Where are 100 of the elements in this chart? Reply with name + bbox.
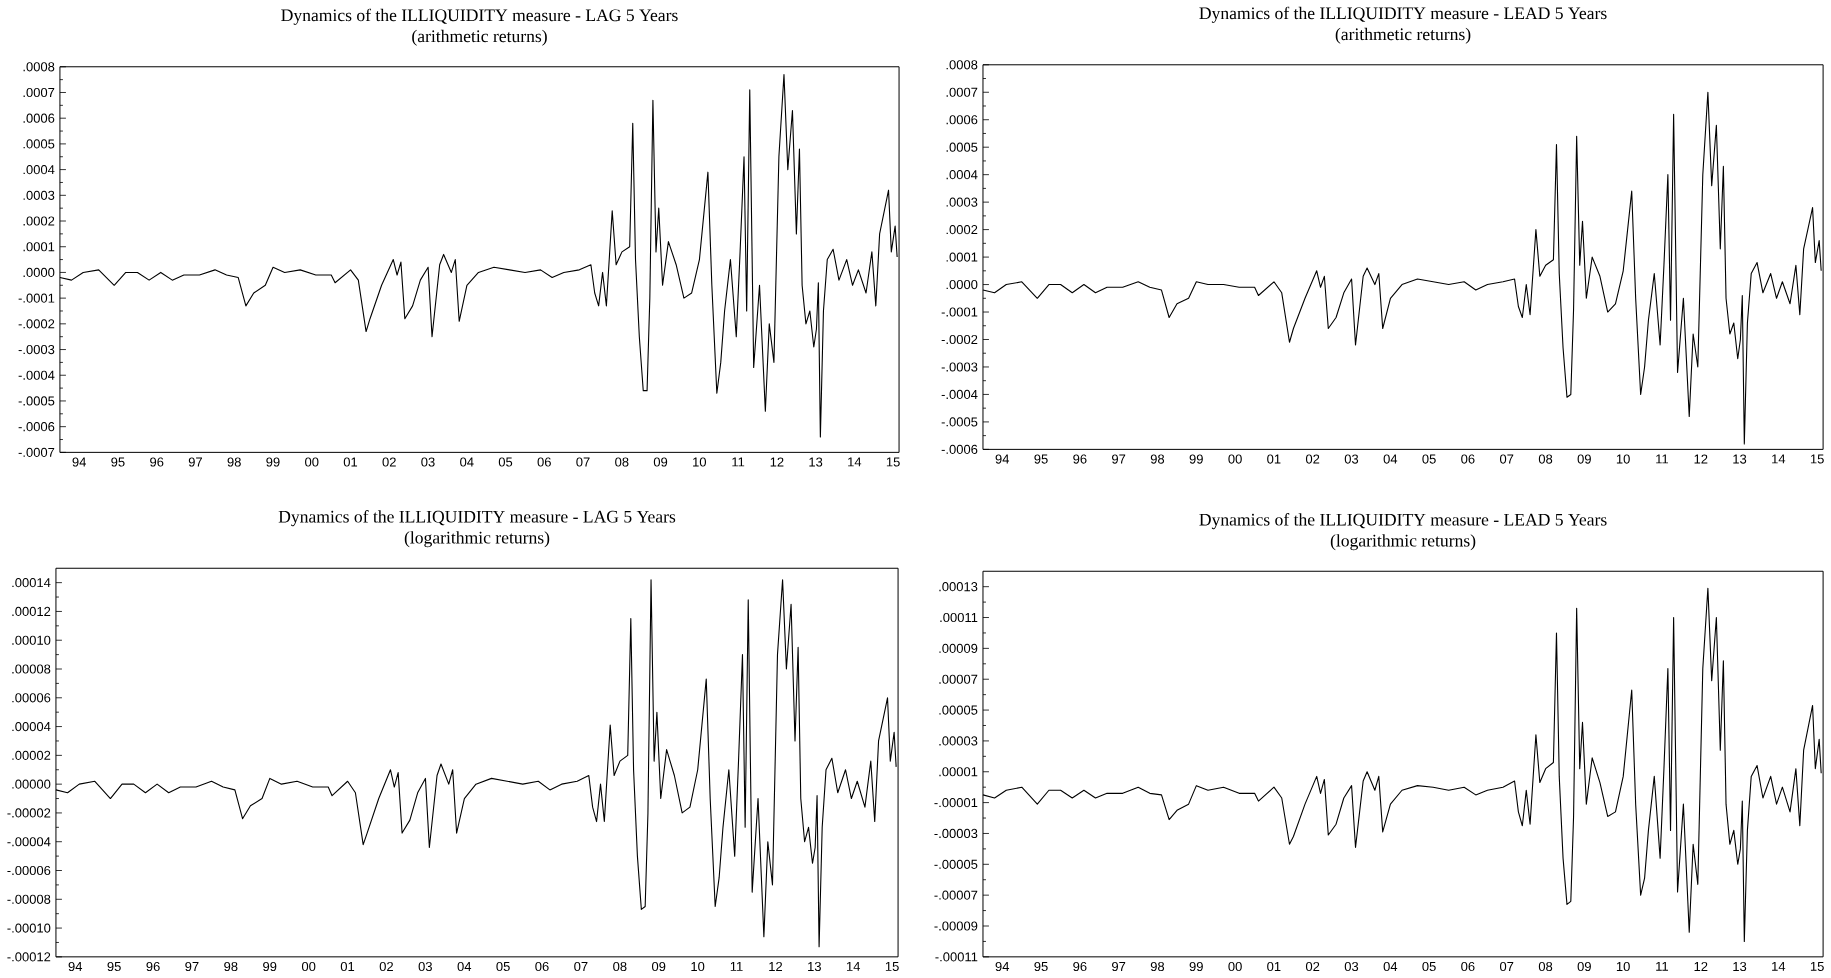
x-tick-label: 97	[1112, 962, 1126, 972]
x-tick-label: 96	[1073, 962, 1087, 972]
x-tick-label: 96	[146, 962, 160, 972]
x-tick-label: 12	[770, 457, 784, 467]
x-tick-label: 97	[185, 962, 199, 972]
x-tick-label: 14	[846, 962, 861, 971]
chart-title: Dynamics of the ILLIQUIDITY measure - LAG 5 Years	[281, 8, 678, 25]
x-tick-label: 06	[1461, 454, 1475, 464]
y-tick-label: .00002	[12, 750, 51, 761]
x-tick-label: 06	[535, 962, 549, 972]
x-tick-label: 15	[1810, 454, 1824, 464]
x-tick-label: 13	[808, 962, 821, 972]
y-tick-label: .0007	[946, 87, 978, 97]
y-tick-label: .0000	[23, 267, 55, 278]
y-tick-label: -.00005	[934, 859, 978, 870]
x-tick-label: 09	[651, 962, 666, 972]
x-tick-label: 07	[574, 962, 588, 972]
x-tick-label: 11	[1656, 454, 1669, 464]
y-tick-label: -.00006	[7, 866, 51, 876]
x-tick-label: 00	[301, 962, 316, 972]
y-tick-label: -.00002	[7, 808, 51, 818]
x-tick-label: 08	[615, 457, 629, 467]
y-tick-label: .00008	[12, 664, 51, 674]
x-tick-label: 03	[1344, 454, 1359, 464]
y-tick-label: .0002	[23, 216, 55, 226]
y-tick-label: -.0004	[18, 370, 55, 380]
y-tick-label: .00011	[940, 613, 978, 623]
x-tick-label: 07	[576, 457, 590, 467]
x-tick-label: 01	[343, 457, 358, 467]
chart-subtitle: (arithmetic returns)	[1335, 27, 1471, 44]
y-tick-label: .00001	[939, 767, 978, 777]
x-tick-label: 11	[1656, 962, 1669, 971]
x-tick-label: 04	[457, 962, 472, 972]
x-tick-label: 99	[1189, 962, 1203, 972]
chart-subtitle: (logarithmic returns)	[404, 531, 550, 548]
x-tick-label: 07	[1499, 962, 1514, 972]
chart-title: Dynamics of the ILLIQUIDITY measure - LEAD 5 Years	[1199, 6, 1607, 23]
x-tick-label: 09	[653, 457, 668, 467]
y-tick-label: -.0006	[941, 444, 978, 455]
x-tick-label: 01	[1267, 962, 1281, 972]
y-tick-label: .00006	[12, 693, 51, 703]
x-tick-label: 01	[340, 962, 355, 972]
y-tick-label: -.00009	[934, 921, 978, 931]
chart-title: Dynamics of the ILLIQUIDITY measure - LAG 5 Years	[278, 510, 676, 527]
x-tick-label: 02	[382, 457, 396, 467]
x-tick-label: 02	[379, 962, 393, 972]
x-tick-label: 95	[1034, 454, 1048, 464]
x-tick-label: 98	[224, 962, 238, 972]
y-tick-label: .0002	[946, 225, 978, 235]
y-tick-label: .00003	[939, 736, 978, 746]
x-tick-label: 15	[1810, 962, 1824, 972]
y-tick-label: .00010	[12, 635, 51, 645]
y-tick-label: -.00008	[7, 894, 51, 904]
y-tick-label: .0001	[23, 242, 55, 252]
y-tick-label: -.00007	[934, 890, 978, 900]
x-tick-label: 94	[995, 962, 1010, 972]
y-tick-label: .0003	[946, 197, 978, 207]
x-tick-label: 14	[1772, 962, 1786, 971]
y-tick-label: .00000	[12, 779, 51, 789]
y-tick-label: -.0007	[18, 447, 55, 458]
x-tick-label: 97	[188, 457, 202, 467]
x-tick-label: 10	[691, 962, 705, 972]
x-tick-label: 98	[1150, 962, 1165, 972]
x-tick-label: 09	[1577, 962, 1591, 972]
y-tick-label: .00014	[12, 578, 51, 588]
y-tick-label: -.00011	[935, 952, 978, 962]
y-tick-label: -.00012	[7, 952, 51, 962]
x-tick-label: 13	[809, 457, 823, 467]
x-tick-label: 13	[1733, 454, 1747, 464]
y-tick-label: -.00001	[934, 798, 978, 808]
x-tick-label: 06	[1461, 962, 1475, 972]
y-tick-label: -.0001	[18, 293, 55, 303]
y-tick-label: .00007	[939, 674, 978, 684]
x-tick-label: 94	[68, 962, 83, 972]
x-tick-label: 00	[1228, 454, 1242, 464]
x-tick-label: 10	[1616, 962, 1630, 972]
x-tick-label: 10	[1616, 454, 1630, 464]
x-tick-label: 06	[537, 457, 551, 467]
x-tick-label: 95	[111, 457, 125, 467]
y-tick-label: .0006	[946, 115, 978, 125]
y-tick-label: -.00003	[934, 828, 978, 839]
y-tick-label: .0000	[946, 280, 978, 290]
x-tick-label: 99	[1189, 454, 1203, 464]
y-tick-label: .0006	[23, 113, 55, 123]
x-tick-label: 01	[1267, 454, 1281, 464]
y-tick-label: .00009	[939, 643, 978, 654]
x-tick-label: 12	[1694, 454, 1708, 464]
x-tick-label: 99	[266, 457, 280, 467]
x-tick-label: 02	[1305, 962, 1320, 972]
x-tick-label: 11	[732, 457, 745, 467]
y-tick-label: .00004	[12, 722, 51, 732]
x-tick-label: 03	[1344, 962, 1359, 972]
y-tick-label: .0008	[23, 62, 55, 72]
x-tick-label: 95	[107, 962, 121, 972]
y-tick-label: .0001	[946, 252, 978, 262]
y-tick-label: -.0001	[941, 307, 978, 317]
x-tick-label: 04	[1383, 454, 1398, 464]
chart-title: Dynamics of the ILLIQUIDITY measure - LEAD 5 Years	[1199, 513, 1607, 530]
x-tick-label: 09	[1577, 454, 1591, 464]
y-tick-label: .0007	[23, 88, 55, 98]
